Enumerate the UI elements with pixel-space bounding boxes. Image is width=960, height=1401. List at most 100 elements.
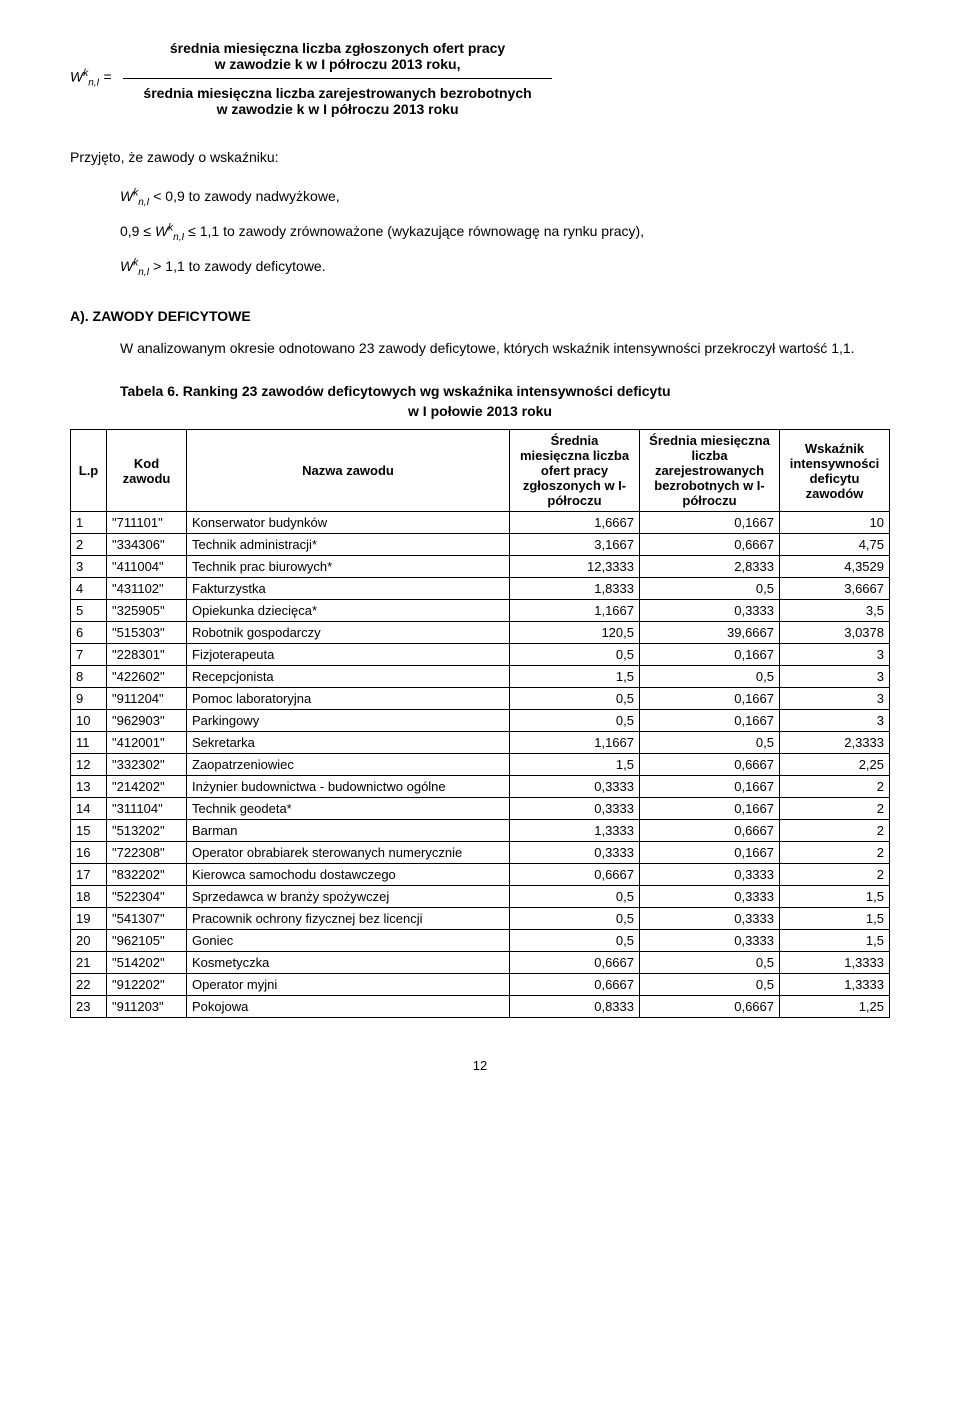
cell-wskaznik: 3 [780,644,890,666]
cell-ofert: 0,5 [510,886,640,908]
cell-bezrob: 0,1667 [640,644,780,666]
cell-bezrob: 0,1667 [640,776,780,798]
rule2-text: ≤ 1,1 to zawody zrównoważone (wykazujące… [184,223,644,239]
cell-nazwa: Inżynier budownictwa - budownictwo ogóln… [187,776,510,798]
cell-nazwa: Technik prac biurowych* [187,556,510,578]
rule1-text: < 0,9 to zawody nadwyżkowe, [149,188,339,204]
cell-kod: "911204" [107,688,187,710]
cell-nazwa: Kierowca samochodu dostawczego [187,864,510,886]
intro-paragraph: Przyjęto, że zawody o wskaźniku: [70,147,890,168]
cell-nazwa: Operator myjni [187,974,510,996]
cell-kod: "311104" [107,798,187,820]
cell-bezrob: 0,6667 [640,996,780,1018]
cell-lp: 14 [71,798,107,820]
cell-lp: 7 [71,644,107,666]
table-row: 22"912202"Operator myjni0,66670,51,3333 [71,974,890,996]
table-row: 11"412001"Sekretarka1,16670,52,3333 [71,732,890,754]
cell-kod: "515303" [107,622,187,644]
cell-nazwa: Fizjoterapeuta [187,644,510,666]
page-number: 12 [70,1058,890,1073]
cell-wskaznik: 2 [780,864,890,886]
rule1-symbol: W [120,188,133,204]
cell-wskaznik: 2,3333 [780,732,890,754]
cell-nazwa: Robotnik gospodarczy [187,622,510,644]
section-a-paragraph: W analizowanym okresie odnotowano 23 zaw… [70,338,890,359]
table-row: 15"513202"Barman1,33330,66672 [71,820,890,842]
cell-wskaznik: 3,0378 [780,622,890,644]
cell-nazwa: Technik administracji* [187,534,510,556]
table-row: 23"911203"Pokojowa0,83330,66671,25 [71,996,890,1018]
cell-lp: 21 [71,952,107,974]
table-row: 17"832202"Kierowca samochodu dostawczego… [71,864,890,886]
numerator-line1: średnia miesięczna liczba zgłoszonych of… [143,40,531,56]
table-row: 10"962903"Parkingowy0,50,16673 [71,710,890,732]
cell-bezrob: 0,5 [640,952,780,974]
cell-wskaznik: 2 [780,798,890,820]
cell-wskaznik: 1,5 [780,886,890,908]
cell-wskaznik: 1,5 [780,908,890,930]
cell-ofert: 0,5 [510,908,640,930]
cell-bezrob: 2,8333 [640,556,780,578]
cell-ofert: 1,8333 [510,578,640,600]
table-row: 6"515303"Robotnik gospodarczy120,539,666… [71,622,890,644]
cell-nazwa: Sprzedawca w branży spożywczej [187,886,510,908]
cell-bezrob: 0,5 [640,732,780,754]
cell-kod: "325905" [107,600,187,622]
cell-wskaznik: 10 [780,512,890,534]
cell-bezrob: 0,1667 [640,842,780,864]
cell-bezrob: 0,1667 [640,512,780,534]
cell-lp: 19 [71,908,107,930]
cell-wskaznik: 3 [780,688,890,710]
cell-nazwa: Fakturzystka [187,578,510,600]
cell-ofert: 0,5 [510,644,640,666]
cell-wskaznik: 1,3333 [780,974,890,996]
table-title: Tabela 6. Ranking 23 zawodów deficytowyc… [70,383,890,399]
cell-wskaznik: 2 [780,776,890,798]
table-row: 1"711101"Konserwator budynków1,66670,166… [71,512,890,534]
fraction-denominator: średnia miesięczna liczba zarejestrowany… [123,79,551,117]
cell-lp: 8 [71,666,107,688]
cell-lp: 18 [71,886,107,908]
formula-sub: n,I [88,78,99,89]
rule2-sub: n,I [173,232,184,243]
cell-wskaznik: 3 [780,710,890,732]
denominator-line2: w zawodzie k w I półroczu 2013 roku [143,101,531,117]
cell-nazwa: Barman [187,820,510,842]
cell-lp: 3 [71,556,107,578]
table-row: 3"411004"Technik prac biurowych*12,33332… [71,556,890,578]
cell-ofert: 3,1667 [510,534,640,556]
cell-nazwa: Konserwator budynków [187,512,510,534]
cell-wskaznik: 2 [780,842,890,864]
rule2-prefix: 0,9 ≤ [120,223,155,239]
cell-ofert: 1,1667 [510,600,640,622]
cell-wskaznik: 1,5 [780,930,890,952]
cell-kod: "832202" [107,864,187,886]
table-header-row: L.p Kod zawodu Nazwa zawodu Średnia mies… [71,430,890,512]
cell-nazwa: Sekretarka [187,732,510,754]
cell-lp: 20 [71,930,107,952]
cell-bezrob: 39,6667 [640,622,780,644]
cell-lp: 17 [71,864,107,886]
formula-rhs: średnia miesięczna liczba zgłoszonych of… [123,40,551,117]
section-a-heading: A). ZAWODY DEFICYTOWE [70,308,890,324]
table-row: 21"514202"Kosmetyczka0,66670,51,3333 [71,952,890,974]
cell-wskaznik: 2,25 [780,754,890,776]
cell-lp: 2 [71,534,107,556]
cell-nazwa: Operator obrabiarek sterowanych numerycz… [187,842,510,864]
denominator-line1: średnia miesięczna liczba zarejestrowany… [143,85,531,101]
th-col4: Średnia miesięczna liczba ofert pracy zg… [510,430,640,512]
cell-wskaznik: 3 [780,666,890,688]
cell-kod: "912202" [107,974,187,996]
cell-wskaznik: 1,25 [780,996,890,1018]
cell-kod: "911203" [107,996,187,1018]
cell-kod: "711101" [107,512,187,534]
th-col6: Wskaźnik intensywności deficytu zawodów [780,430,890,512]
cell-lp: 23 [71,996,107,1018]
cell-ofert: 0,5 [510,930,640,952]
cell-nazwa: Pokojowa [187,996,510,1018]
rule3-symbol: W [120,258,133,274]
cell-nazwa: Kosmetyczka [187,952,510,974]
cell-bezrob: 0,5 [640,578,780,600]
cell-bezrob: 0,3333 [640,930,780,952]
table-row: 4"431102"Fakturzystka1,83330,53,6667 [71,578,890,600]
